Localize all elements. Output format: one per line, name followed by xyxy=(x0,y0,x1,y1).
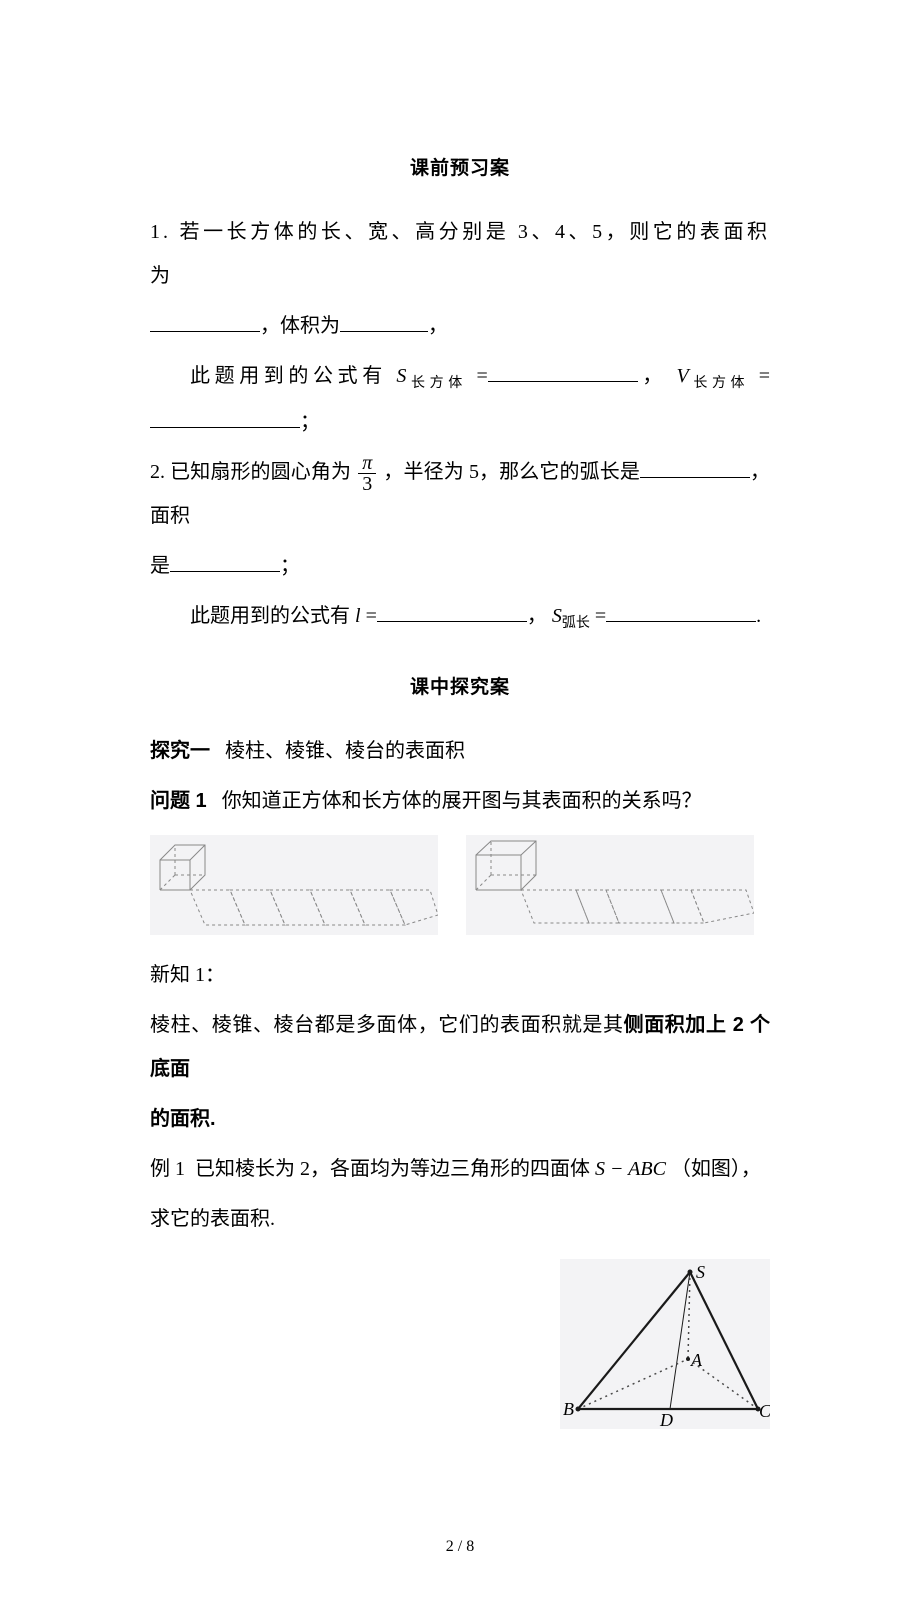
unfold-figures-row xyxy=(150,835,770,935)
q2-period: . xyxy=(756,605,761,627)
explore1-text: 棱柱、棱锥、棱台的表面积 xyxy=(225,740,465,762)
ex1-text-b: （如图）， xyxy=(671,1158,761,1180)
tetra-row: S A B C D xyxy=(150,1247,770,1429)
problem1-label: 问题 1 xyxy=(150,790,207,812)
ex1-line1: 例 1 已知棱长为 2，各面均为等边三角形的四面体 S − ABC （如图）， xyxy=(150,1147,770,1191)
q2-text-e: ； xyxy=(280,555,300,577)
q2-formula-prefix: 此题用到的公式有 xyxy=(190,605,350,627)
q1-V-sub: 长方体 xyxy=(689,376,749,391)
tetra-label-C: C xyxy=(759,1401,770,1421)
q2-eq1: = xyxy=(366,605,377,627)
q2-blank1 xyxy=(640,458,750,478)
q1-formula-line: 此题用到的公式有 S长方体 =， V长方体 =； xyxy=(150,354,770,444)
cuboid-bg xyxy=(466,835,754,935)
q1-eq1: = xyxy=(476,365,487,387)
tetra-bg xyxy=(560,1259,770,1429)
tetrahedron-figure: S A B C D xyxy=(560,1259,770,1429)
q1-comma: ， xyxy=(638,365,667,387)
tetra-label-B: B xyxy=(563,1399,574,1419)
explore1-label: 探究一 xyxy=(150,740,210,762)
q1-V: V长方体 xyxy=(677,365,750,387)
q1-blank2 xyxy=(340,312,428,332)
q2-S-sub: 弧长 xyxy=(562,616,590,631)
q2-blank3 xyxy=(377,602,527,622)
cube-bg xyxy=(150,835,438,935)
q1-line1: 1. 若一长方体的长、宽、高分别是 3、4、5，则它的表面积为 xyxy=(150,210,770,298)
q2-line1: 2. 已知扇形的圆心角为 π3 ，半径为 5，那么它的弧长是，面积 xyxy=(150,450,770,538)
q1-text-b: ，体积为 xyxy=(260,315,340,337)
q1-blank3 xyxy=(488,362,638,382)
ex1-prefix: 例 1 xyxy=(150,1158,185,1180)
q2-text-d: 是 xyxy=(150,555,170,577)
q2-comma: ， xyxy=(527,605,547,627)
q2-S: S弧长 xyxy=(552,605,590,627)
newknow-text: 棱柱、棱锥、棱台都是多面体，它们的表面积就是其 xyxy=(150,1014,624,1036)
cuboid-unfold-figure xyxy=(466,835,754,935)
q2-frac-den: 3 xyxy=(358,474,376,494)
q1-S-sub: 长方体 xyxy=(406,376,466,391)
preview-section-title: 课前预习案 xyxy=(150,148,770,190)
cube-unfold-figure xyxy=(150,835,438,935)
problem1-text: 你知道正方体和长方体的展开图与其表面积的关系吗？ xyxy=(222,790,702,812)
page-number: 2 / 8 xyxy=(150,1529,770,1564)
newknow-label: 新知 1： xyxy=(150,953,770,997)
q2-line2: 是； xyxy=(150,544,770,588)
q2-formula-line: 此题用到的公式有 l = ， S弧长 =. xyxy=(150,594,770,640)
problem1-line: 问题 1 你知道正方体和长方体的展开图与其表面积的关系吗？ xyxy=(150,779,770,823)
q2-frac-num: π xyxy=(358,453,376,474)
ex1-text-a: 已知棱长为 2，各面均为等边三角形的四面体 xyxy=(195,1158,590,1180)
q1-V-label: V xyxy=(677,365,689,387)
q1-S-label: S xyxy=(396,365,406,387)
q2-frac: π3 xyxy=(358,453,376,494)
ex1-line2: 求它的表面积. xyxy=(150,1197,770,1241)
q1-line2: ，体积为 ， xyxy=(150,304,770,348)
q1-formula-prefix: 此题用到的公式有 xyxy=(190,365,387,387)
q1-blank1 xyxy=(150,312,260,332)
explore1-line: 探究一 棱柱、棱锥、棱台的表面积 xyxy=(150,729,770,773)
q2-l: l xyxy=(355,605,361,627)
q2-eq2: = xyxy=(595,605,606,627)
q1-eq2: = xyxy=(759,365,770,387)
ex1-formula: S − ABC xyxy=(595,1158,666,1180)
q2-blank2 xyxy=(170,552,280,572)
explore-section-title: 课中探究案 xyxy=(150,667,770,709)
tetra-label-A: A xyxy=(690,1350,703,1370)
newknow-line: 棱柱、棱锥、棱台都是多面体，它们的表面积就是其侧面积加上 2 个底面 xyxy=(150,1003,770,1091)
q1-blank4 xyxy=(150,408,300,428)
q2-text-a: 2. 已知扇形的圆心角为 xyxy=(150,461,351,483)
q2-blank4 xyxy=(606,602,756,622)
tetra-label-S: S xyxy=(696,1262,705,1282)
q2-S-label: S xyxy=(552,605,562,627)
q1-text-c: ， xyxy=(428,315,448,337)
newknow-bold2: 的面积. xyxy=(150,1108,216,1130)
q1-text-a: 1. 若一长方体的长、宽、高分别是 3、4、5，则它的表面积为 xyxy=(150,221,770,287)
q1-S: S长方体 xyxy=(396,365,466,387)
tetra-label-D: D xyxy=(659,1410,673,1429)
q1-semi: ； xyxy=(300,411,320,433)
newknow-line2: 的面积. xyxy=(150,1097,770,1141)
q2-text-b: ，半径为 5，那么它的弧长是 xyxy=(383,461,640,483)
